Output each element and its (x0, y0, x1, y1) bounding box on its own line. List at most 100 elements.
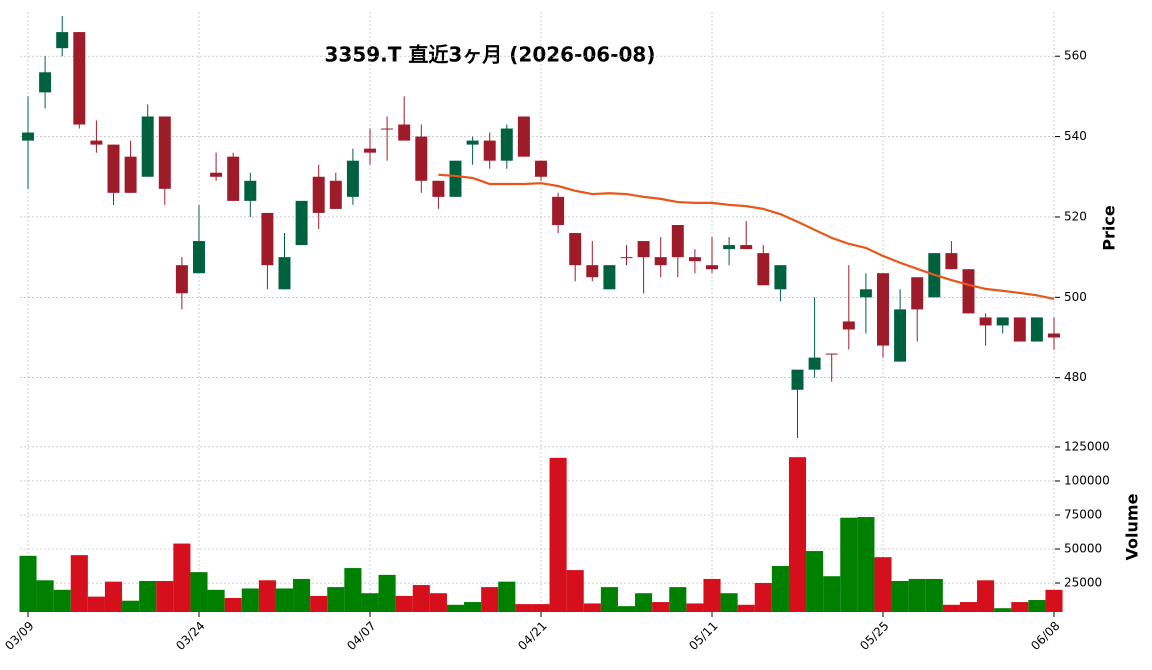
y-tick-label: 540 (1064, 129, 1087, 143)
volume-bar (481, 587, 499, 612)
volume-bar (874, 557, 892, 612)
candle-body (124, 156, 137, 193)
candle-body (877, 273, 889, 346)
volume-bar (36, 580, 54, 612)
volume-bar (1028, 600, 1046, 612)
candle-body (911, 277, 924, 310)
candle-body (432, 180, 445, 197)
volume-bar (583, 603, 601, 612)
volume-bar (566, 570, 584, 612)
candle-body (466, 140, 479, 145)
candle-body (791, 369, 804, 390)
y-tick-label: 520 (1064, 209, 1087, 223)
candle-body (740, 245, 753, 250)
candle-body (415, 136, 428, 181)
candle-body (141, 116, 154, 177)
volume-bar (378, 574, 396, 612)
candle-body (945, 253, 958, 270)
volume-bar (720, 593, 738, 612)
volume-bar (275, 588, 294, 612)
volume-bar (686, 603, 704, 612)
candle-body (552, 196, 565, 225)
volume-bar (823, 576, 841, 612)
volume-bar (190, 572, 208, 612)
volume-bar (891, 580, 909, 612)
candle-body (808, 357, 821, 370)
x-tick-label: 03/09 (2, 619, 36, 653)
x-tick-label: 03/24 (173, 619, 207, 653)
volume-bar (207, 589, 225, 612)
volume-bar (1011, 602, 1029, 612)
volume-bar (549, 457, 567, 612)
volume-bar (942, 604, 960, 612)
candle-body (859, 289, 872, 298)
candle-body (603, 265, 616, 290)
volume-bar (652, 602, 670, 612)
y-tick-label: 100000 (1064, 473, 1110, 487)
volume-bar (327, 587, 345, 612)
volume-bar (156, 580, 174, 612)
candle-body (22, 132, 34, 141)
volume-bar (224, 597, 242, 612)
volume-bar (122, 600, 140, 612)
candle-body (688, 257, 701, 262)
volume-bar (771, 566, 789, 612)
candle-body (278, 257, 291, 290)
volume-bar (361, 593, 379, 612)
y-tick-label: 75000 (1064, 507, 1102, 521)
candle-body (979, 317, 992, 326)
candle-body (569, 233, 582, 266)
volume-bar (429, 593, 447, 612)
candle-body (39, 72, 52, 93)
volume-bar (994, 608, 1012, 612)
candle-body (90, 140, 103, 145)
volume-bar (1045, 589, 1063, 612)
y-tick-label: 25000 (1064, 576, 1102, 590)
volume-bar (617, 606, 636, 612)
candle-body (295, 200, 308, 246)
candle-body (73, 32, 86, 125)
volume-bar (788, 457, 807, 612)
candle-body (56, 32, 69, 49)
x-tick-label: 05/25 (857, 619, 891, 653)
candle-body (329, 180, 342, 209)
volume-bar (857, 517, 875, 612)
volume-bar (532, 604, 550, 612)
candle-body (962, 269, 975, 314)
candle-body (706, 265, 718, 270)
volume-bar (139, 580, 157, 612)
volume-bar (840, 517, 858, 612)
volume-bar (959, 602, 978, 612)
candle-body (381, 128, 394, 130)
x-tick-label: 04/07 (344, 619, 378, 653)
volume-bar (53, 589, 71, 612)
volume-bar (395, 595, 413, 612)
chart-title: 3359.T 直近3ヶ月 (2026-06-08) (325, 43, 656, 67)
candle-body (637, 241, 650, 258)
candle-body (449, 160, 462, 197)
x-tick-label: 04/21 (515, 619, 549, 653)
volume-bar (310, 595, 328, 612)
candle-body (1030, 317, 1043, 342)
candle-body (825, 353, 838, 355)
volume-axis-label: Volume (1123, 493, 1142, 560)
y-tick-label: 560 (1064, 49, 1087, 63)
volume-bar (241, 588, 259, 612)
candle-body (193, 241, 205, 274)
candle-body (158, 116, 171, 189)
volume-bar (635, 593, 653, 612)
candle-body (774, 265, 787, 290)
candle-body (244, 180, 257, 201)
candle-body (175, 265, 188, 294)
y-tick-label: 500 (1064, 290, 1087, 304)
volume-bar (173, 543, 191, 612)
volume-bar (464, 602, 482, 612)
volume-bar (412, 585, 430, 612)
candle-body (210, 172, 223, 177)
candle-body (517, 116, 530, 157)
volume-bar (600, 587, 618, 612)
volume-bar (515, 604, 533, 612)
candle-body (586, 265, 599, 278)
volume-bar (908, 578, 926, 612)
